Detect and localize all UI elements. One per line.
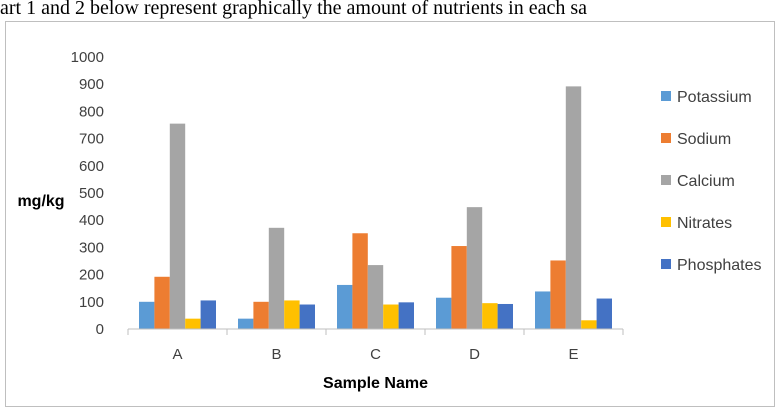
- chart-frame: [5, 21, 775, 407]
- x-tick-label: C: [370, 346, 381, 363]
- y-tick-label: 700: [79, 131, 104, 148]
- bar-potassium-c: [337, 284, 353, 329]
- y-tick-label: 900: [79, 76, 104, 93]
- bar-phosphates-e: [596, 298, 612, 329]
- y-tick-label: 0: [96, 321, 104, 338]
- legend-swatch-phosphates: [661, 259, 671, 269]
- x-tick-label: D: [469, 346, 480, 363]
- bar-phosphates-d: [497, 303, 513, 329]
- legend-label-potassium: Potassium: [677, 89, 752, 106]
- bar-potassium-b: [238, 318, 254, 329]
- y-tick-label: 1000: [71, 49, 104, 66]
- x-axis-title: Sample Name: [323, 375, 428, 392]
- legend-swatch-nitrates: [661, 217, 671, 227]
- bar-potassium-a: [139, 301, 155, 329]
- x-tick-label: E: [568, 346, 578, 363]
- bar-calcium-d: [466, 207, 483, 329]
- bar-nitrates-d: [482, 303, 498, 329]
- legend-swatch-calcium: [661, 175, 671, 185]
- bar-calcium-c: [367, 265, 384, 329]
- x-tick-label: A: [172, 346, 182, 363]
- x-tick-label: B: [271, 346, 281, 363]
- bar-sodium-b: [253, 301, 269, 329]
- legend-label-phosphates: Phosphates: [677, 257, 762, 274]
- legend-label-calcium: Calcium: [677, 173, 735, 190]
- bar-nitrates-c: [383, 304, 399, 329]
- bar-sodium-a: [154, 276, 170, 329]
- y-tick-label: 500: [79, 185, 104, 202]
- bar-nitrates-e: [581, 320, 597, 329]
- bar-sodium-c: [352, 233, 368, 329]
- bar-sodium-e: [550, 260, 566, 329]
- bar-calcium-e: [565, 86, 582, 329]
- y-tick-label: 200: [79, 267, 104, 284]
- legend-label-nitrates: Nitrates: [677, 215, 732, 232]
- legend-swatch-sodium: [661, 133, 671, 143]
- bar-potassium-e: [535, 291, 551, 329]
- bar-phosphates-b: [299, 304, 315, 329]
- y-tick-label: 100: [79, 294, 104, 311]
- caption-text: art 1 and 2 below represent graphically …: [0, 0, 588, 19]
- y-tick-label: 300: [79, 239, 104, 256]
- bar-calcium-b: [268, 227, 285, 329]
- legend-swatch-potassium: [661, 91, 671, 101]
- y-tick-label: 400: [79, 212, 104, 229]
- y-axis-title: mg/kg: [17, 193, 64, 210]
- bar-calcium-a: [169, 123, 186, 329]
- bar-nitrates-a: [185, 318, 201, 329]
- bar-phosphates-c: [398, 302, 414, 329]
- y-tick-label: 600: [79, 158, 104, 175]
- bar-potassium-d: [436, 297, 452, 329]
- legend-label-sodium: Sodium: [677, 131, 731, 148]
- bar-phosphates-a: [200, 300, 216, 329]
- bar-nitrates-b: [284, 300, 300, 329]
- y-tick-label: 800: [79, 103, 104, 120]
- bar-sodium-d: [451, 246, 467, 329]
